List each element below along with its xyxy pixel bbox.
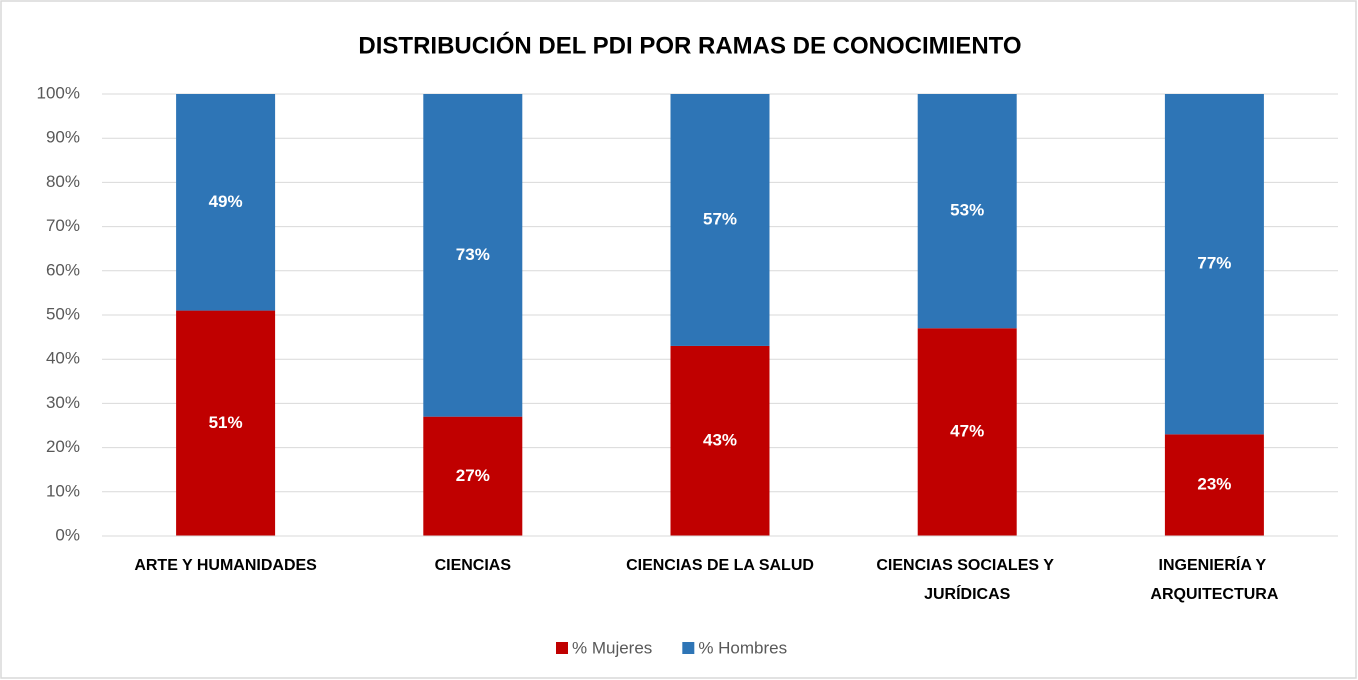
- x-tick-label: ARTE Y HUMANIDADES: [134, 557, 317, 574]
- y-tick-label: 30%: [46, 393, 80, 412]
- bar-segment: [176, 310, 276, 536]
- legend-label: % Mujeres: [572, 638, 652, 657]
- x-tick-label: CIENCIAS SOCIALES Y JURÍDICAS: [876, 557, 1058, 603]
- x-tick-label: CIENCIAS: [435, 557, 512, 574]
- value-label: 49%: [209, 192, 243, 211]
- bar-segment: [670, 345, 770, 536]
- y-tick-label: 40%: [46, 349, 80, 368]
- value-label: 73%: [456, 245, 490, 264]
- y-tick-label: 80%: [46, 172, 80, 191]
- y-tick-label: 10%: [46, 481, 80, 500]
- x-tick-label: INGENIERÍA Y ARQUITECTURA: [1150, 555, 1278, 603]
- value-label: 53%: [950, 201, 984, 220]
- legend-label: % Hombres: [698, 638, 787, 657]
- y-tick-label: 0%: [55, 525, 80, 544]
- value-label: 43%: [703, 430, 737, 449]
- value-label: 77%: [1197, 254, 1231, 273]
- bar-segment: [917, 94, 1017, 329]
- y-tick-label: 70%: [46, 216, 80, 235]
- bar-segment: [1164, 434, 1264, 536]
- y-tick-label: 20%: [46, 437, 80, 456]
- bar-segment: [670, 94, 770, 346]
- x-tick-label: CIENCIAS DE LA SALUD: [626, 557, 814, 574]
- y-tick-label: 90%: [46, 128, 80, 147]
- bar-segment: [176, 94, 276, 311]
- y-tick-label: 100%: [37, 83, 80, 102]
- value-label: 57%: [703, 209, 737, 228]
- legend-swatch: [682, 642, 695, 654]
- bar-segment: [423, 94, 523, 417]
- y-tick-label: 50%: [46, 304, 80, 323]
- y-tick-label: 60%: [46, 260, 80, 279]
- bar-segment: [423, 416, 523, 536]
- chart-title: DISTRIBUCIÓN DEL PDI POR RAMAS DE CONOCI…: [358, 31, 1021, 59]
- bar-segment: [1164, 94, 1264, 435]
- value-label: 23%: [1197, 475, 1231, 494]
- value-label: 47%: [950, 422, 984, 441]
- bar-segment: [917, 328, 1017, 536]
- value-label: 27%: [456, 466, 490, 485]
- value-label: 51%: [209, 413, 243, 432]
- legend-swatch: [556, 642, 568, 654]
